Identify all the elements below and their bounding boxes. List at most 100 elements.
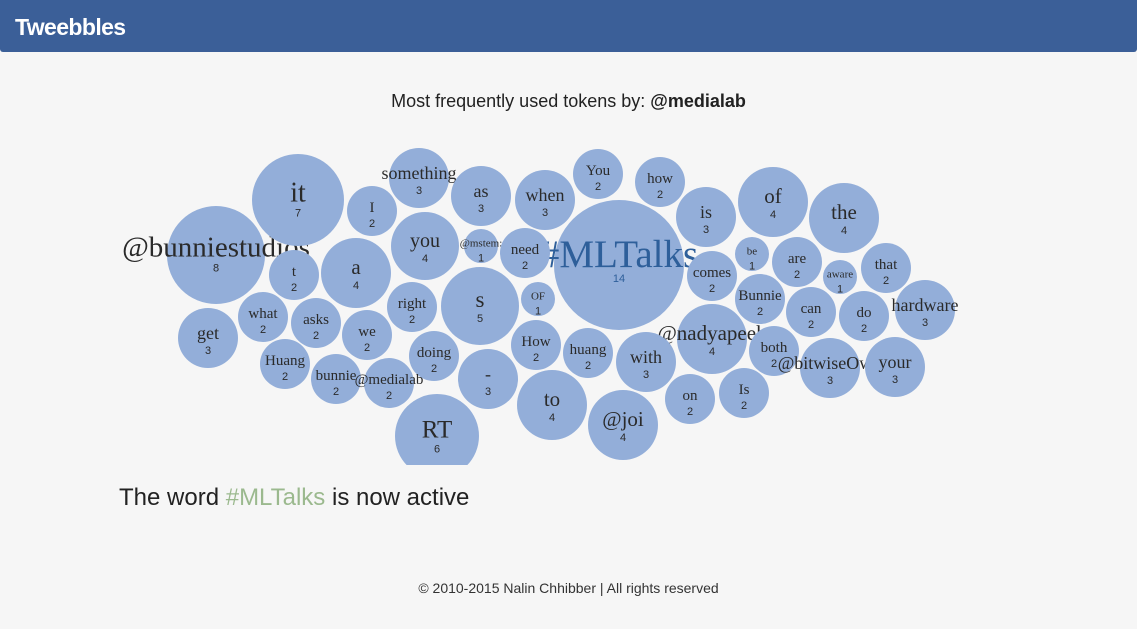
bubble[interactable]: something 3: [382, 148, 457, 208]
bubble[interactable]: it7: [252, 154, 344, 246]
bubble-circle[interactable]: [238, 292, 288, 342]
bubble[interactable]: t2: [269, 250, 319, 300]
bubble-circle[interactable]: [719, 368, 769, 418]
bubble[interactable]: I2: [347, 186, 397, 236]
bubble-circle[interactable]: [786, 287, 836, 337]
bubble[interactable]: a4: [321, 238, 391, 308]
bubble[interactable]: with 3: [616, 332, 676, 392]
bubble-circle[interactable]: [616, 332, 676, 392]
bubble-circle[interactable]: [554, 200, 684, 330]
bubble[interactable]: get 3: [178, 308, 238, 368]
bubble-circle[interactable]: [311, 354, 361, 404]
bubble[interactable]: as 3: [451, 166, 511, 226]
bubble[interactable]: OF 1: [521, 282, 555, 318]
bubble[interactable]: that 2: [861, 243, 911, 293]
bubble[interactable]: both 2: [749, 326, 799, 376]
bubble-circle[interactable]: [738, 167, 808, 237]
bubble-circle[interactable]: [865, 337, 925, 397]
bubble[interactable]: Bunnie 2: [735, 274, 785, 324]
bubble[interactable]: can 2: [786, 287, 836, 337]
bubble[interactable]: we 2: [342, 310, 392, 360]
bubble-circle[interactable]: [521, 282, 555, 316]
bubble-circle[interactable]: [839, 291, 889, 341]
bubble[interactable]: comes 2: [687, 251, 737, 301]
bubble-circle[interactable]: [800, 338, 860, 398]
bubble-circle[interactable]: [364, 358, 414, 408]
bubble[interactable]: bunnie 2: [311, 354, 361, 404]
bubble[interactable]: Is 2: [719, 368, 769, 418]
bubble-circle[interactable]: [809, 183, 879, 253]
bubble[interactable]: @medialab 2: [355, 358, 424, 408]
bubble-circle[interactable]: [772, 237, 822, 287]
bubble[interactable]: huang 2: [563, 328, 613, 378]
bubble[interactable]: need 2: [500, 228, 550, 278]
brand-logo[interactable]: Tweebbles: [15, 14, 126, 40]
bubble[interactable]: @mstem: 1: [460, 229, 503, 265]
bubble-circle[interactable]: [517, 370, 587, 440]
bubble[interactable]: how 2: [635, 157, 685, 207]
bubble[interactable]: be 1: [735, 237, 769, 273]
bubble-circle[interactable]: [178, 308, 238, 368]
bubble-circle[interactable]: [563, 328, 613, 378]
bubble-circle[interactable]: [573, 149, 623, 199]
bubble[interactable]: of4: [738, 167, 808, 237]
bubble-circle[interactable]: [458, 349, 518, 409]
bubble-circle[interactable]: [347, 186, 397, 236]
bubble[interactable]: hardware 3: [892, 280, 959, 340]
bubble[interactable]: -3: [458, 349, 518, 409]
bubble-circle[interactable]: [665, 374, 715, 424]
bubble[interactable]: aware 1: [823, 260, 857, 296]
bubble[interactable]: do 2: [839, 291, 889, 341]
bubble[interactable]: Huang 2: [260, 339, 310, 389]
bubble[interactable]: on 2: [665, 374, 715, 424]
bubble[interactable]: @bitwiseOwl: 3: [778, 338, 883, 398]
bubble-circle[interactable]: [895, 280, 955, 340]
bubble-circle[interactable]: [451, 166, 511, 226]
bubble[interactable]: are 2: [772, 237, 822, 287]
bubble[interactable]: your 3: [865, 337, 925, 397]
bubble[interactable]: what 2: [238, 292, 288, 342]
bubble[interactable]: s5: [441, 267, 519, 345]
bubble-circle[interactable]: [391, 212, 459, 280]
bubble-circle[interactable]: [515, 170, 575, 230]
bubble[interactable]: is 3: [676, 187, 736, 247]
bubble-circle[interactable]: [291, 298, 341, 348]
bubble-circle[interactable]: [635, 157, 685, 207]
bubble-circle[interactable]: [269, 250, 319, 300]
bubble-circle[interactable]: [735, 237, 769, 271]
bubble-circle[interactable]: [861, 243, 911, 293]
bubble[interactable]: You 2: [573, 149, 623, 199]
bubble-circle[interactable]: [500, 228, 550, 278]
bubble-circle[interactable]: [389, 148, 449, 208]
bubble-circle[interactable]: [588, 390, 658, 460]
bubble[interactable]: doing 2: [409, 331, 459, 381]
bubble-circle[interactable]: [260, 339, 310, 389]
bubble-circle[interactable]: [749, 326, 799, 376]
bubble[interactable]: asks 2: [291, 298, 341, 348]
bubble-circle[interactable]: [409, 331, 459, 381]
bubble[interactable]: when 3: [515, 170, 575, 230]
bubble-circle[interactable]: [687, 251, 737, 301]
bubble-circle[interactable]: [321, 238, 391, 308]
bubble-circle[interactable]: [167, 206, 265, 304]
bubble-circle[interactable]: [342, 310, 392, 360]
bubble[interactable]: RT6: [395, 394, 479, 465]
bubble[interactable]: How 2: [511, 320, 561, 370]
bubble-circle[interactable]: [395, 394, 479, 465]
bubble-circle[interactable]: [387, 282, 437, 332]
bubble-circle[interactable]: [823, 260, 857, 294]
bubble-circle[interactable]: [511, 320, 561, 370]
bubble-circle[interactable]: [676, 187, 736, 247]
bubble-circle[interactable]: [735, 274, 785, 324]
bubble[interactable]: to4: [517, 370, 587, 440]
bubble-circle[interactable]: [441, 267, 519, 345]
bubble-circle[interactable]: [252, 154, 344, 246]
bubble-circle[interactable]: [677, 304, 747, 374]
bubble[interactable]: right 2: [387, 282, 437, 332]
bubble-circle[interactable]: [464, 229, 498, 263]
